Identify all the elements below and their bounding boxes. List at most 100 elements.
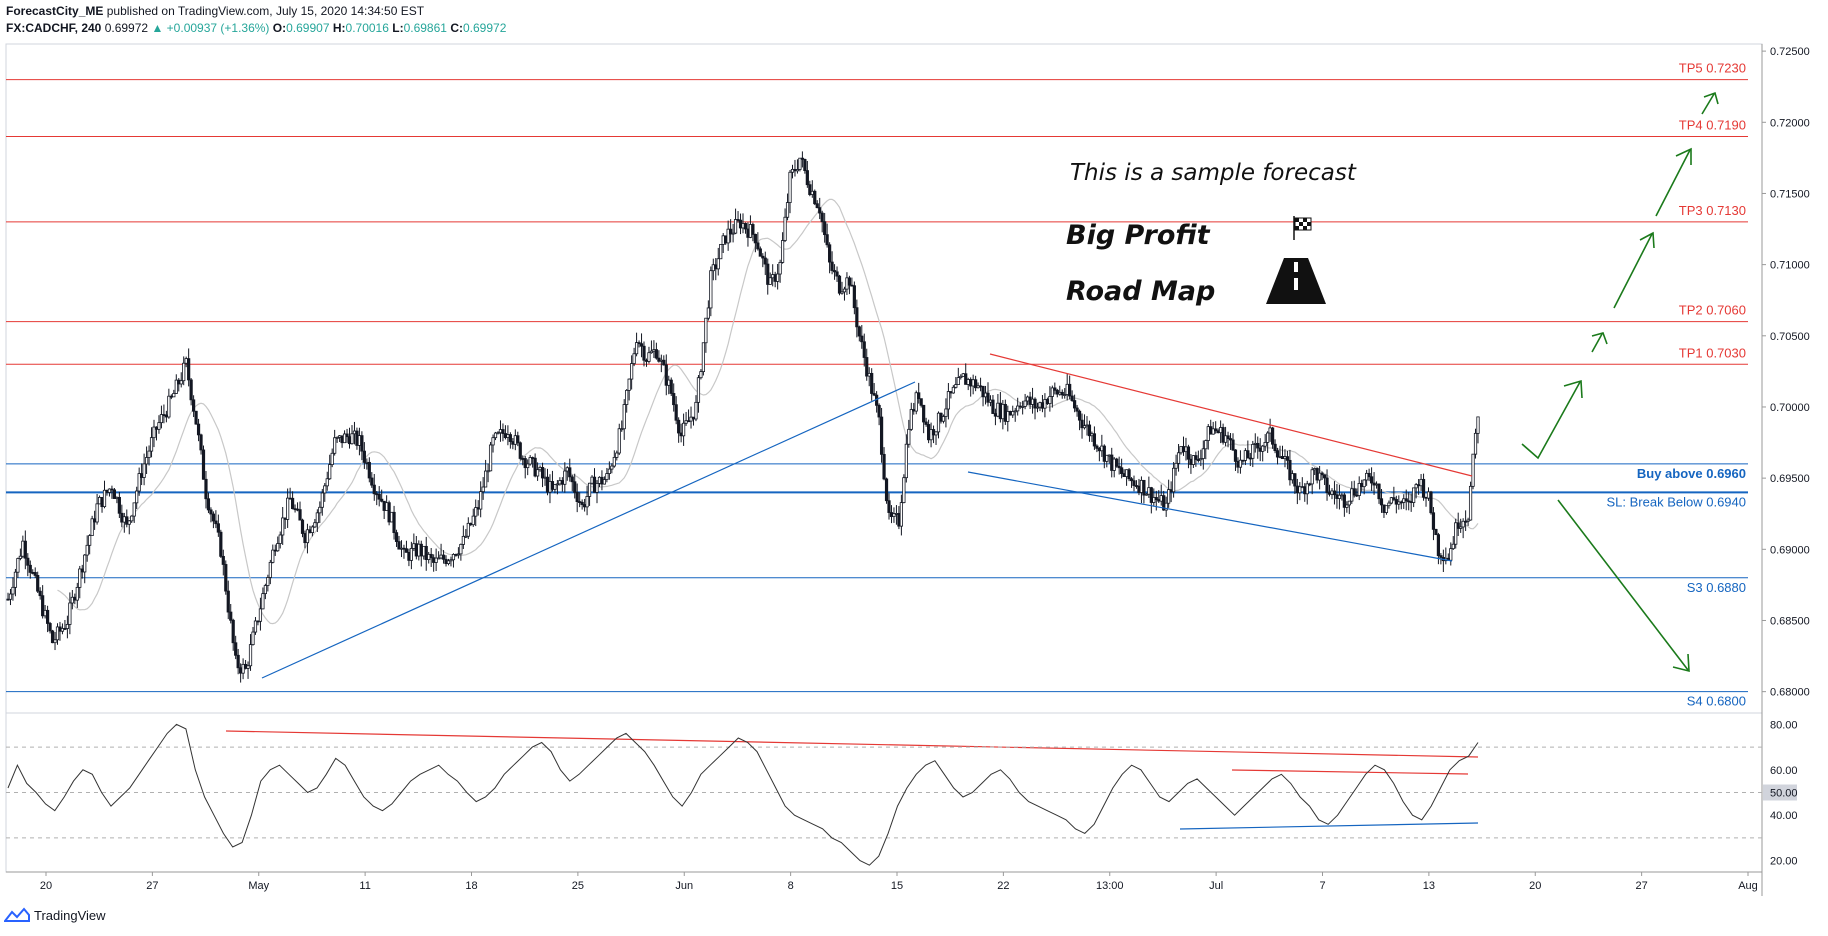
candle-body <box>385 502 389 511</box>
candle-body <box>805 170 809 186</box>
candle-body <box>887 500 891 513</box>
level-label: TP5 0.7230 <box>1679 61 1746 76</box>
candle-body <box>664 364 668 386</box>
candle-body <box>1013 410 1017 413</box>
candle-body <box>1243 450 1247 461</box>
candle-body <box>216 523 220 533</box>
candle-body <box>563 470 567 485</box>
candle-body <box>600 476 604 485</box>
support-trendline-long[interactable] <box>261 381 916 679</box>
candle-body <box>1219 427 1223 434</box>
candle-body <box>617 428 621 454</box>
forecast-arrow-1[interactable] <box>1521 381 1581 460</box>
rsi-layer: 80.00 60.00 50.00 40.00 20.00 <box>6 719 1798 868</box>
candle-body <box>1439 555 1443 558</box>
candle-body <box>506 434 510 439</box>
author-name[interactable]: ForecastCity_ME <box>6 4 104 18</box>
candle-body <box>419 543 423 557</box>
forecast-arrow-3[interactable] <box>1613 233 1653 309</box>
wedge-top-trendline[interactable] <box>989 353 1473 477</box>
candle-body <box>1263 442 1267 447</box>
candle-body <box>620 428 624 431</box>
candle-body <box>1097 447 1101 452</box>
rsi-line[interactable] <box>7 723 1479 866</box>
candle-body <box>1196 459 1200 461</box>
candle-body <box>1407 500 1411 503</box>
candle-body <box>137 473 141 492</box>
candle-body <box>481 486 485 493</box>
candle-body <box>412 543 416 549</box>
candle-body <box>112 489 117 499</box>
candle-body <box>553 484 557 490</box>
candle-body <box>95 503 99 523</box>
candle-body <box>1008 411 1012 416</box>
candle-body <box>1003 403 1007 422</box>
candle-body <box>488 444 493 472</box>
candle-body <box>1221 427 1225 443</box>
rsi-short-resistance[interactable] <box>1231 769 1469 775</box>
candle-body <box>741 223 745 229</box>
candle-body <box>372 484 376 495</box>
candle-body <box>704 317 708 344</box>
candle-body <box>1273 443 1277 452</box>
rsi-support[interactable] <box>1179 822 1479 830</box>
candle-body <box>1115 458 1119 467</box>
candle-body <box>857 326 861 337</box>
forecast-arrow-5[interactable] <box>1701 93 1715 115</box>
candle-body <box>281 517 285 536</box>
forecast-arrow-4[interactable] <box>1655 149 1691 217</box>
price-tick-label: 0.71500 <box>1770 188 1810 200</box>
candle-body <box>1122 473 1126 478</box>
candle-body <box>662 359 666 366</box>
tradingview-footer[interactable]: TradingView <box>4 906 106 924</box>
candle-body <box>634 342 639 355</box>
candle-body <box>694 401 698 420</box>
candle-body <box>758 248 762 257</box>
candle-body <box>1053 387 1057 391</box>
forecast-arrow-2[interactable] <box>1591 333 1603 353</box>
candle-body <box>162 414 166 416</box>
candle-body <box>1090 433 1094 437</box>
candle-body <box>1258 447 1262 452</box>
candle-body <box>733 219 738 234</box>
candle-body <box>459 543 463 555</box>
candle-body <box>350 433 354 445</box>
candle-body <box>1206 426 1210 441</box>
candle-body <box>882 453 886 480</box>
candle-body <box>1285 456 1290 461</box>
candle-body <box>474 507 478 517</box>
candle-body <box>909 409 913 430</box>
candle-body <box>1139 479 1144 493</box>
candle-body <box>815 203 819 209</box>
rsi-bearish-divergence[interactable] <box>225 730 1479 758</box>
candle-body <box>122 516 126 523</box>
candle-body <box>157 422 161 430</box>
candle-body <box>335 437 339 439</box>
candle-body <box>1412 487 1416 503</box>
candle-body <box>535 469 540 477</box>
candle-body <box>387 502 391 523</box>
forecast-arrow-down[interactable] <box>1557 499 1689 671</box>
candle-body <box>1018 405 1022 408</box>
candle-body <box>1214 428 1218 432</box>
candle-body <box>897 513 901 527</box>
candle-body <box>724 235 728 244</box>
candle-body <box>417 543 421 557</box>
candle-body <box>899 502 903 527</box>
candle-body <box>1077 410 1082 421</box>
candle-body <box>187 358 191 381</box>
candle-body <box>323 485 327 494</box>
candle-body <box>1124 469 1129 478</box>
candle-body <box>808 184 812 195</box>
candle-body <box>501 429 505 434</box>
candle-body <box>946 391 951 410</box>
candle-body <box>914 392 918 412</box>
candle-body <box>870 372 874 394</box>
candle-body <box>273 549 277 552</box>
candle-body <box>508 434 512 442</box>
candle-body <box>1073 400 1077 409</box>
candle-body <box>1023 400 1027 407</box>
wedge-bottom-trendline[interactable] <box>967 471 1453 562</box>
candle-body <box>1110 454 1114 471</box>
